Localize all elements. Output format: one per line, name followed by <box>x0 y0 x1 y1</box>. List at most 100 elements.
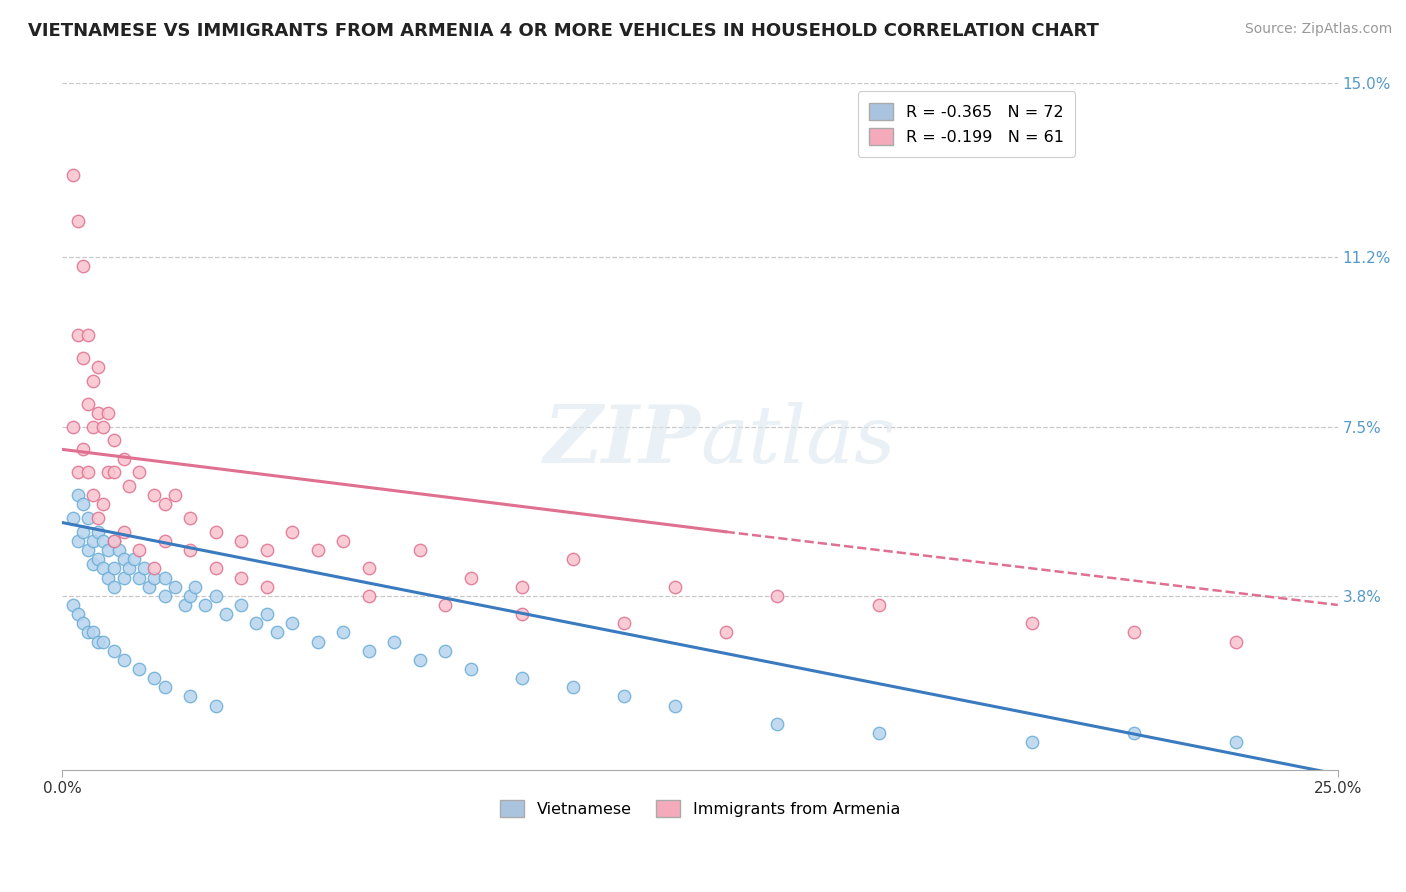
Point <box>143 561 166 575</box>
Point <box>153 533 176 548</box>
Point <box>62 419 84 434</box>
Point <box>153 681 176 695</box>
Text: Source: ZipAtlas.com: Source: ZipAtlas.com <box>1244 22 1392 37</box>
Point <box>510 580 533 594</box>
Point <box>138 580 160 594</box>
Point <box>332 625 354 640</box>
Legend: Vietnamese, Immigrants from Armenia: Vietnamese, Immigrants from Armenia <box>494 793 907 823</box>
Point <box>179 690 201 704</box>
Point <box>77 465 100 479</box>
Point <box>434 598 457 612</box>
Point <box>174 598 197 612</box>
Point <box>229 533 252 548</box>
Point <box>97 570 120 584</box>
Point <box>82 625 104 640</box>
Point <box>357 561 380 575</box>
Point <box>103 533 125 548</box>
Point <box>1122 726 1144 740</box>
Point <box>77 543 100 558</box>
Point <box>868 726 890 740</box>
Point <box>765 717 787 731</box>
Point <box>153 589 176 603</box>
Point <box>91 634 114 648</box>
Point <box>87 360 110 375</box>
Point <box>72 442 94 457</box>
Point <box>510 671 533 685</box>
Point <box>307 634 329 648</box>
Point <box>87 524 110 539</box>
Point <box>408 543 430 558</box>
Point <box>82 557 104 571</box>
Point <box>62 598 84 612</box>
Point <box>82 374 104 388</box>
Point <box>72 616 94 631</box>
Point <box>77 625 100 640</box>
Point <box>82 419 104 434</box>
Point <box>103 465 125 479</box>
Point <box>153 570 176 584</box>
Point <box>357 589 380 603</box>
Point <box>245 616 267 631</box>
Point <box>77 328 100 343</box>
Point <box>256 543 278 558</box>
Point <box>510 607 533 621</box>
Point <box>281 524 304 539</box>
Point <box>87 511 110 525</box>
Point <box>382 634 405 648</box>
Point <box>434 643 457 657</box>
Point <box>97 465 120 479</box>
Point <box>87 552 110 566</box>
Point <box>62 511 84 525</box>
Point <box>118 561 141 575</box>
Point <box>1021 616 1043 631</box>
Point <box>204 698 226 713</box>
Point <box>714 625 737 640</box>
Point <box>118 479 141 493</box>
Point <box>184 580 207 594</box>
Point <box>112 552 135 566</box>
Point <box>215 607 238 621</box>
Text: VIETNAMESE VS IMMIGRANTS FROM ARMENIA 4 OR MORE VEHICLES IN HOUSEHOLD CORRELATIO: VIETNAMESE VS IMMIGRANTS FROM ARMENIA 4 … <box>28 22 1099 40</box>
Point <box>103 533 125 548</box>
Point <box>72 351 94 365</box>
Point <box>307 543 329 558</box>
Point <box>460 570 482 584</box>
Point <box>1225 735 1247 749</box>
Point <box>77 397 100 411</box>
Point <box>77 511 100 525</box>
Point <box>72 260 94 274</box>
Point <box>122 552 145 566</box>
Point <box>66 465 89 479</box>
Point <box>1122 625 1144 640</box>
Point <box>1225 634 1247 648</box>
Point <box>91 497 114 511</box>
Point <box>561 681 583 695</box>
Point <box>66 607 89 621</box>
Point <box>357 643 380 657</box>
Point <box>97 406 120 420</box>
Point <box>107 543 129 558</box>
Point <box>143 488 166 502</box>
Point <box>128 543 150 558</box>
Point <box>87 406 110 420</box>
Point <box>82 533 104 548</box>
Point <box>66 328 89 343</box>
Point <box>97 543 120 558</box>
Point <box>103 580 125 594</box>
Point <box>1021 735 1043 749</box>
Point <box>229 598 252 612</box>
Point <box>613 616 636 631</box>
Point <box>66 533 89 548</box>
Point <box>103 561 125 575</box>
Point <box>179 589 201 603</box>
Point <box>62 168 84 182</box>
Text: atlas: atlas <box>700 401 896 479</box>
Point <box>179 511 201 525</box>
Point <box>103 434 125 448</box>
Point <box>204 561 226 575</box>
Point <box>266 625 288 640</box>
Point <box>82 488 104 502</box>
Point <box>72 524 94 539</box>
Point <box>72 497 94 511</box>
Point <box>179 543 201 558</box>
